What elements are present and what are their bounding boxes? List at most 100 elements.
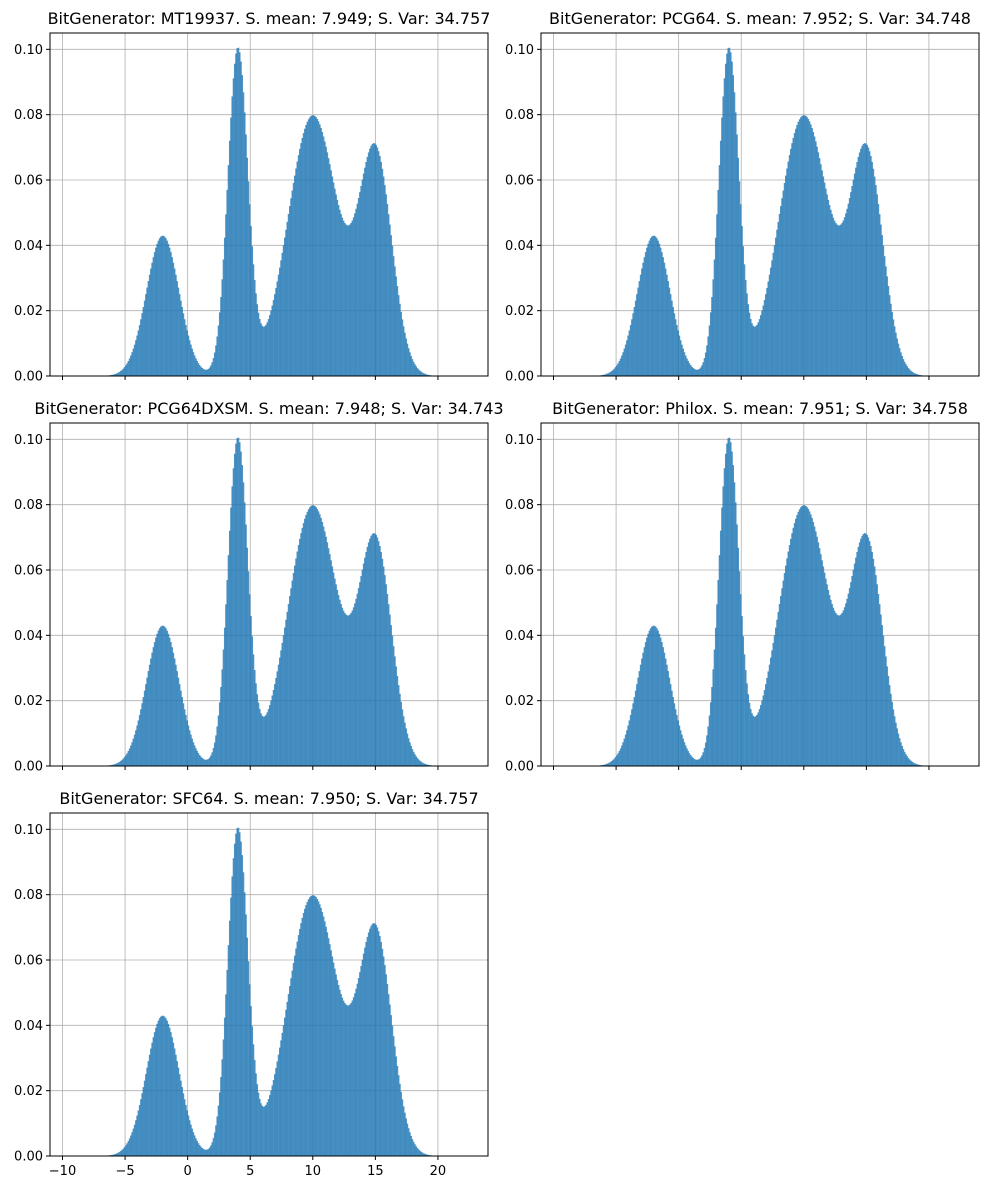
histogram-bar (391, 245, 394, 376)
histogram-bar (190, 344, 192, 376)
histogram-bar (280, 650, 282, 766)
histogram-bar (277, 1054, 280, 1156)
histogram-bar (762, 305, 765, 376)
histogram-bar (843, 607, 846, 766)
histogram-bar (424, 373, 426, 376)
histogram-bar (711, 687, 713, 766)
histogram-bar (875, 185, 877, 376)
histogram-bar (704, 742, 707, 766)
histogram-bar (395, 666, 397, 766)
histogram-bar (128, 748, 131, 766)
histogram-bar (208, 1147, 211, 1156)
histogram-bar (891, 311, 893, 376)
histogram-bar (706, 345, 708, 376)
histogram-bar (411, 359, 414, 376)
histogram-bar (236, 828, 239, 1156)
histogram-bar (130, 1135, 132, 1156)
histogram-bar (726, 443, 728, 766)
histogram-bar (427, 1154, 430, 1156)
histogram-bar (203, 369, 206, 376)
histogram-bar (641, 268, 643, 376)
histogram-bar (636, 294, 638, 376)
histogram-bar (269, 1095, 271, 1156)
y-tick-label: 0.06 (14, 174, 43, 189)
histogram-bar (766, 677, 768, 766)
histogram-bar (274, 294, 276, 376)
histogram-bar (787, 551, 790, 766)
histogram-bar (263, 1106, 266, 1156)
histogram-bar (309, 507, 311, 766)
histogram-bar (370, 535, 372, 766)
histogram-bar (248, 594, 251, 766)
histogram-bar (340, 994, 342, 1156)
histogram-bar (344, 613, 346, 766)
histogram-bar (397, 295, 400, 376)
histogram-bar (287, 213, 290, 376)
histogram-bar (142, 1087, 145, 1156)
histogram-bar (671, 690, 673, 766)
histogram-bar (370, 145, 372, 376)
histogram-bar (182, 1093, 185, 1156)
histogram-bar (857, 546, 860, 766)
histogram-bar (316, 898, 319, 1156)
panel-title: BitGenerator: SFC64. S. mean: 7.950; S. … (59, 789, 478, 808)
histogram-bar (780, 596, 782, 766)
histogram-bar (173, 1048, 176, 1156)
histogram-bar (370, 925, 372, 1156)
histogram-bar (165, 628, 167, 766)
histogram-bar (728, 47, 731, 377)
histogram-bar (138, 325, 141, 376)
histogram-bar (611, 760, 613, 766)
histogram-bar (626, 340, 628, 376)
histogram-bar (280, 1040, 282, 1156)
histogram-bar (228, 530, 231, 766)
histogram-bar (183, 709, 186, 766)
histogram-bar (916, 374, 918, 376)
histogram-bar (776, 619, 778, 766)
histogram-bar (345, 224, 347, 376)
histogram-bar (342, 220, 345, 376)
histogram-bar (791, 533, 793, 766)
histogram-bar (727, 48, 730, 377)
histogram-bar (198, 1145, 201, 1156)
histogram-bar (709, 312, 712, 376)
histogram-bar (807, 118, 810, 376)
histogram-bar (724, 453, 727, 766)
histogram-bar (277, 274, 280, 376)
histogram-bar (291, 190, 294, 376)
histogram-bar (237, 47, 240, 377)
histogram-bar (415, 756, 417, 766)
histogram-bar (187, 335, 190, 376)
histogram-bar (404, 1112, 406, 1156)
histogram-bar (382, 956, 385, 1156)
histogram-bar (263, 326, 266, 376)
histogram-bar (415, 1146, 417, 1156)
histogram-bar (641, 658, 643, 766)
histogram-bar (314, 895, 316, 1156)
histogram-bars (102, 827, 437, 1156)
histogram-bar (897, 343, 900, 376)
histogram-bar (876, 584, 878, 766)
histogram-bar (892, 319, 895, 376)
histogram-bar (692, 367, 694, 376)
histogram-bar (801, 506, 803, 766)
histogram-bar (257, 312, 260, 376)
histogram-bar (297, 545, 300, 766)
histogram-bar (768, 664, 771, 766)
histogram-bar (123, 757, 126, 766)
histogram-bars (593, 437, 928, 766)
histogram-bar (215, 345, 217, 376)
histogram-bar (833, 220, 836, 376)
histogram-bar (289, 986, 291, 1156)
histogram-bar (386, 204, 389, 376)
histogram-bar (345, 1004, 347, 1156)
histogram-bar (121, 759, 123, 766)
histogram-bar (693, 368, 696, 376)
histogram-bar (337, 985, 340, 1156)
histogram-bar (699, 367, 702, 376)
histogram-bar (862, 143, 865, 376)
histogram-bar (386, 594, 389, 766)
x-tick-label: 5 (246, 1164, 254, 1179)
histogram-bar (120, 1150, 122, 1156)
histogram-bar (749, 318, 752, 376)
